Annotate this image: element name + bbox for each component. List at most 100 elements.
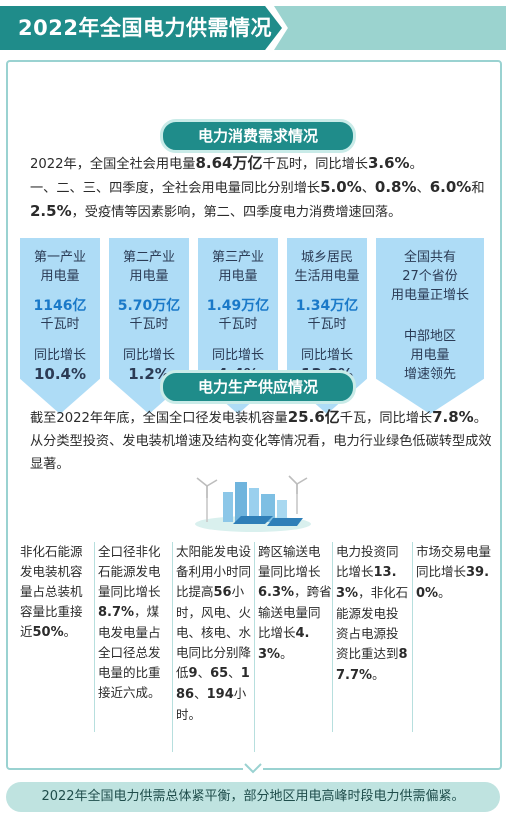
text: 小时。	[176, 686, 247, 722]
text: 。	[409, 157, 423, 172]
column-divider	[412, 542, 413, 732]
supply-paragraph: 截至2022年年底，全国全口径发电装机容量25.6亿千瓦，同比增长7.8%。从分…	[30, 406, 498, 476]
card-value: 1.49万亿	[206, 298, 270, 314]
text: 、	[197, 665, 211, 680]
header-ribbon	[0, 6, 282, 50]
content-frame: 电力消费需求情况 2022年，全国全社会用电量8.64万亿千瓦时，同比增长3.6…	[6, 60, 502, 770]
fact-value: 50%	[32, 625, 64, 640]
card-value: 5.70万亿	[117, 298, 181, 314]
card-growth-label: 同比增长	[122, 348, 175, 363]
fact-value: 13.3%	[336, 565, 397, 601]
region-line-3: 增速领先	[403, 367, 456, 382]
text: ，受疫情等因素影响，第二、四季度电力消费增速回落。	[71, 205, 402, 220]
header-ribbon-tail	[274, 6, 506, 50]
text: 、	[416, 181, 430, 196]
text: 、	[194, 686, 207, 701]
column-divider	[94, 542, 95, 732]
section-title-consumption: 电力消费需求情况	[160, 119, 356, 153]
text: 千瓦，同比增长	[339, 411, 433, 426]
column-divider	[332, 542, 333, 732]
capacity-value: 25.6亿	[287, 408, 340, 426]
fact-value: 194	[206, 687, 234, 702]
wind-solar-city-illustration	[195, 475, 311, 532]
fact-value: 87.7%	[336, 647, 408, 683]
fact-value: 56	[213, 585, 232, 600]
card-heading: 城乡居民	[300, 250, 353, 265]
text: 2022年，全国全社会用电量	[30, 157, 196, 172]
card-heading: 第二产业	[122, 250, 175, 265]
q3-growth: 6.0%	[429, 178, 472, 196]
fact-value: 8.7%	[98, 605, 135, 620]
column-divider	[254, 542, 255, 752]
fact-investment: 电力投资同比增长13.3%，非化石能源发电投资占电源投资比重达到87.7%。	[336, 542, 410, 686]
card-unit: 千瓦时	[218, 317, 258, 332]
total-growth: 3.6%	[367, 154, 410, 172]
text: 和	[471, 181, 485, 196]
text: 千瓦时，同比增长	[262, 157, 368, 172]
fact-value: 4.3%	[258, 626, 310, 662]
card-growth-label: 同比增长	[211, 348, 264, 363]
text: 截至2022年年底，全国全口径发电装机容量	[30, 411, 288, 426]
card-unit: 千瓦时	[307, 317, 347, 332]
text: 。	[63, 624, 77, 639]
card-heading-2: 用电量	[40, 269, 80, 284]
fact-value: 9	[188, 666, 198, 681]
total-consumption: 8.64万亿	[195, 154, 263, 172]
text: 。从分类型投资、发电装机增速及结构变化等情况看，电力行业绿色低碳转型成效显著。	[30, 411, 492, 472]
text: ，跨省输送电量同比增长	[258, 584, 332, 640]
section-title-supply: 电力生产供应情况	[160, 370, 356, 404]
stat-card-provinces: 全国共有 27个省份 用电量正增长 中部地区 用电量 增速领先	[376, 238, 484, 414]
summary-footer: 2022年全国电力供需总体紧平衡，部分地区用电高峰时段电力供需偏紧。	[6, 782, 500, 812]
region-line-1: 中部地区	[403, 329, 456, 344]
fact-transmission: 跨区输送电量同比增长 6.3%，跨省输送电量同比增长4.3%。	[258, 542, 332, 665]
consumption-line-2: 一、二、三、四季度，全社会用电量同比分别增长5.0%、0.8%、6.0%和2.5…	[30, 176, 494, 224]
column-divider	[172, 542, 173, 752]
text: 。	[438, 585, 451, 600]
provinces-line-2: 27个省份	[402, 269, 458, 284]
fact-nonfossil-generation: 全口径非化石能源发电量同比增长 8.7%，煤电发电量占全口径总发电量的比重接近六成…	[98, 542, 170, 703]
card-heading-2: 生活用电量	[294, 269, 360, 284]
fact-value: 39.0%	[416, 565, 490, 601]
page-title: 2022年全国电力供需情况	[18, 16, 272, 40]
down-arrow-icon	[243, 762, 263, 774]
text: 一、二、三、四季度，全社会用电量同比分别增长	[30, 181, 321, 196]
text: 市场交易电量同比增长	[416, 544, 492, 579]
text: 电力投资同比增长	[336, 544, 399, 579]
card-heading-2: 用电量	[218, 269, 258, 284]
stat-card-primary: 第一产业 用电量 1146亿 千瓦时 同比增长 10.4%	[20, 238, 100, 414]
capacity-growth: 7.8%	[432, 408, 474, 426]
card-growth-value: 1.2%	[128, 365, 170, 383]
q2-growth: 0.8%	[374, 178, 417, 196]
fact-value: 186	[176, 666, 250, 702]
text: 小时，风电、火电、核电、水电同比分别降低	[176, 584, 252, 680]
text: 、	[361, 181, 375, 196]
text: 全口径非化石能源发电量同比增长	[98, 544, 161, 599]
card-heading: 第三产业	[211, 250, 264, 265]
fact-utilization-hours: 太阳能发电设备利用小时同比提高56小时，风电、火电、核电、水电同比分别降低9、6…	[176, 542, 256, 725]
card-growth-label: 同比增长	[300, 348, 353, 363]
fact-market-trading: 市场交易电量同比增长39.0%。	[416, 542, 492, 604]
q4-growth: 2.5%	[30, 202, 72, 220]
card-unit: 千瓦时	[129, 317, 169, 332]
region-line-2: 用电量	[410, 348, 450, 363]
fact-value: 6.3%	[258, 585, 295, 600]
card-unit: 千瓦时	[40, 317, 80, 332]
text: 太阳能发电设备利用小时同比提高	[176, 544, 252, 599]
fact-value: 65	[210, 666, 229, 681]
text: 跨区输送电量同比增长	[258, 544, 321, 579]
text: 非化石能源发电装机容量占总装机容量比重接近	[20, 544, 83, 639]
stat-card-secondary: 第二产业 用电量 5.70万亿 千瓦时 同比增长 1.2%	[109, 238, 189, 414]
header-banner: 2022年全国电力供需情况	[0, 0, 506, 58]
fact-nonfossil-capacity: 非化石能源发电装机容量占总装机容量比重接近50%。	[20, 542, 90, 643]
q1-growth: 5.0%	[320, 178, 362, 196]
card-growth-label: 同比增长	[33, 348, 86, 363]
text: ，非化石能源发电投资占电源投资比重达到	[336, 585, 409, 661]
card-heading: 第一产业	[33, 250, 86, 265]
consumption-paragraph: 2022年，全国全社会用电量8.64万亿千瓦时，同比增长3.6%。 一、二、三、…	[30, 152, 494, 224]
card-growth-value: 10.4%	[33, 365, 87, 383]
consumption-line-1: 2022年，全国全社会用电量8.64万亿千瓦时，同比增长3.6%。	[30, 152, 494, 176]
card-value: 1.34万亿	[295, 298, 359, 314]
text: 、	[228, 665, 241, 680]
text: 。	[372, 667, 385, 682]
text: ，煤电发电量占全口径总发电量的比重接近六成。	[98, 604, 161, 700]
